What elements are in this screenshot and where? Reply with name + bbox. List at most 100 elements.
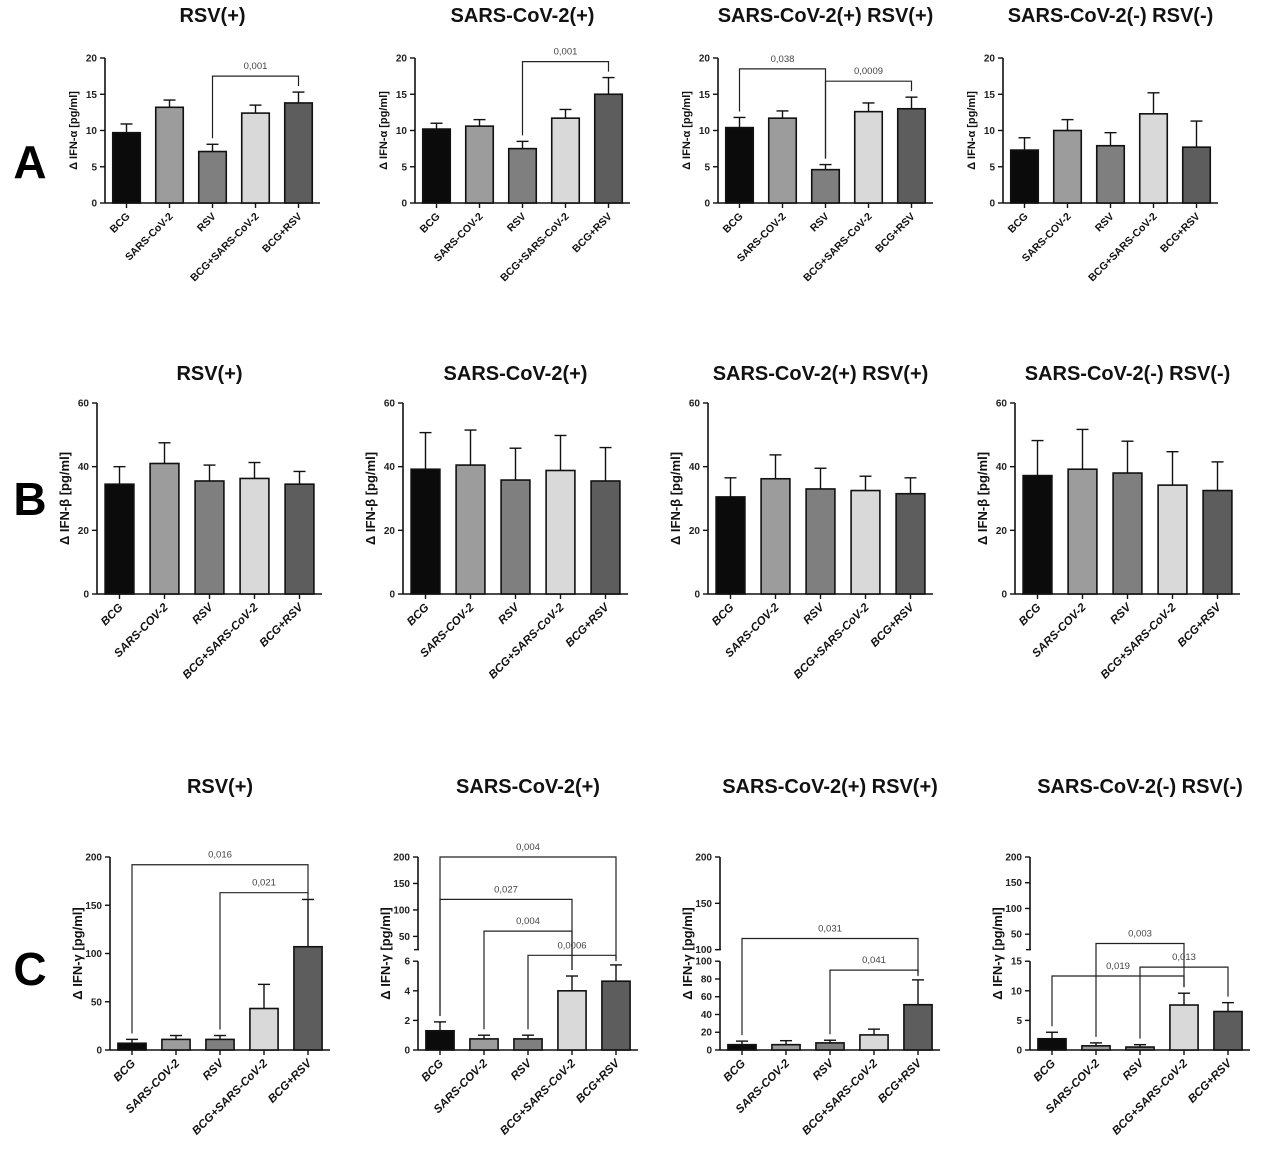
x-tick-label: BCG+RSV [564, 601, 613, 650]
chart-title: SARS-CoV-2(+) [456, 776, 600, 798]
x-tick-label: BCG [1006, 211, 1031, 236]
y-tick-label: 20 [689, 526, 701, 537]
x-tick-label: BCG [721, 211, 746, 236]
bar-sars-cov-2 [149, 462, 180, 595]
y-axis-label: Δ IFN-β [pg/ml] [668, 452, 683, 545]
p-value-label: 0,0009 [854, 66, 883, 77]
p-value-label: 0,001 [554, 47, 578, 58]
p-value-label: 0,038 [771, 54, 795, 65]
p-value-label: 0,027 [494, 884, 518, 895]
bar-bcg-rsv [1213, 1010, 1243, 1051]
significance-bracket [527, 954, 617, 1030]
y-tick-label: 20 [996, 526, 1008, 537]
x-tick-label: RSV [505, 211, 529, 235]
p-value-label: 0,004 [516, 916, 540, 927]
bar-bcg-rsv [1181, 146, 1212, 204]
y-tick-label: 100 [695, 945, 712, 956]
significance-bracket [1139, 966, 1229, 1039]
y-tick-label: 0 [694, 590, 700, 601]
y-axis-label: Δ IFN-γ [pg/ml] [680, 907, 695, 999]
bar-sars-cov-2 [161, 1038, 191, 1051]
chart-title: SARS-CoV-2(+) RSV(+) [718, 5, 934, 27]
p-value-label: 0,019 [1106, 961, 1130, 972]
x-tick-label: BCG [722, 1058, 749, 1085]
y-tick-label: 20 [384, 526, 396, 537]
chart-title: RSV(+) [176, 363, 242, 385]
bar-bcg-sars-cov-2 [239, 477, 270, 595]
bar-rsv [205, 1038, 235, 1051]
y-tick-label: 15 [86, 90, 98, 101]
bar-bcg-rsv [283, 102, 314, 204]
y-tick-label: 100 [85, 949, 102, 960]
bar-rsv [1112, 472, 1143, 595]
panel-letter-A: A [13, 136, 46, 188]
x-tick-label: BCG+RSV [876, 1057, 925, 1106]
bar-sars-cov-2 [1081, 1045, 1111, 1051]
bar-bcg-rsv [1202, 489, 1233, 595]
bar-bcg-rsv [284, 483, 315, 595]
bar-bcg [727, 1043, 757, 1051]
y-tick-label: 200 [85, 853, 102, 864]
x-tick-label: RSV [201, 1057, 227, 1083]
y-tick-label: 50 [399, 932, 411, 943]
x-tick-label: BCG+RSV [574, 1057, 623, 1106]
x-tick-label: BCG [710, 602, 737, 629]
x-tick-label: RSV [195, 211, 219, 235]
y-tick-label: 60 [689, 399, 701, 410]
panel-letter-C: C [13, 943, 46, 995]
bar-rsv [810, 168, 841, 204]
y-tick-label: 10 [1011, 986, 1023, 997]
significance-bracket [131, 864, 309, 1034]
y-tick-label: 5 [989, 162, 995, 173]
y-tick-label: 150 [695, 899, 712, 910]
bar-bcg-sars-cov-2 [249, 1007, 279, 1051]
bar-rsv [513, 1038, 543, 1051]
bar-bcg-rsv [590, 480, 621, 595]
chart-title: RSV(+) [187, 776, 253, 798]
chart-panel: SARS-CoV-2(+) 0 2 4 6 50 100 150 200 Δ IFN-γ [pg/… [378, 776, 638, 1137]
y-tick-label: 0 [1016, 1046, 1022, 1057]
x-tick-label: BCG+SARS-CoV-2 [1110, 1057, 1190, 1137]
chart-title: SARS-CoV-2(+) RSV(+) [722, 776, 938, 798]
bar-bcg-rsv [895, 492, 926, 595]
x-tick-label: BCG [112, 1058, 139, 1085]
y-tick-label: 60 [701, 992, 713, 1003]
x-tick-label: BCG+SARS-CoV-2 [800, 1057, 880, 1137]
significance-bracket [439, 898, 573, 1016]
bar-bcg-rsv [601, 980, 631, 1051]
bar-sars-cov-2 [771, 1043, 801, 1051]
y-tick-label: 60 [384, 399, 396, 410]
bar-bcg-sars-cov-2 [1169, 1004, 1199, 1051]
x-tick-label: BCG+SARS-CoV-2 [190, 1057, 270, 1137]
y-tick-label: 100 [695, 957, 712, 968]
significance-bracket [1095, 942, 1185, 1037]
bar-rsv [1125, 1046, 1155, 1051]
p-value-label: 0,0006 [557, 940, 586, 951]
y-tick-label: 20 [699, 54, 711, 65]
y-tick-label: 5 [91, 162, 97, 173]
significance-bracket [521, 61, 610, 136]
x-tick-label: RSV [801, 601, 827, 627]
chart-title: SARS-CoV-2(-) RSV(-) [1008, 5, 1214, 27]
y-axis-label: Δ IFN-γ [pg/ml] [378, 907, 393, 999]
bar-rsv [805, 488, 836, 595]
y-axis-label: Δ IFN-α [pg/ml] [68, 91, 80, 170]
y-axis-label: Δ IFN-α [pg/ml] [681, 91, 693, 170]
y-tick-label: 0 [83, 590, 89, 601]
x-tick-label: BCG+RSV [873, 211, 918, 256]
x-tick-label: BCG+RSV [1186, 1057, 1235, 1106]
y-tick-label: 150 [85, 901, 102, 912]
chart-title: SARS-CoV-2(+) [444, 363, 588, 385]
bar-bcg-sars-cov-2 [859, 1034, 889, 1051]
p-value-label: 0,003 [1128, 928, 1152, 939]
y-tick-label: 40 [384, 462, 396, 473]
x-tick-label: BCG+RSV [570, 211, 615, 256]
p-value-label: 0,004 [516, 842, 540, 853]
bar-bcg-sars-cov-2 [853, 110, 884, 204]
bar-bcg-sars-cov-2 [557, 990, 587, 1051]
